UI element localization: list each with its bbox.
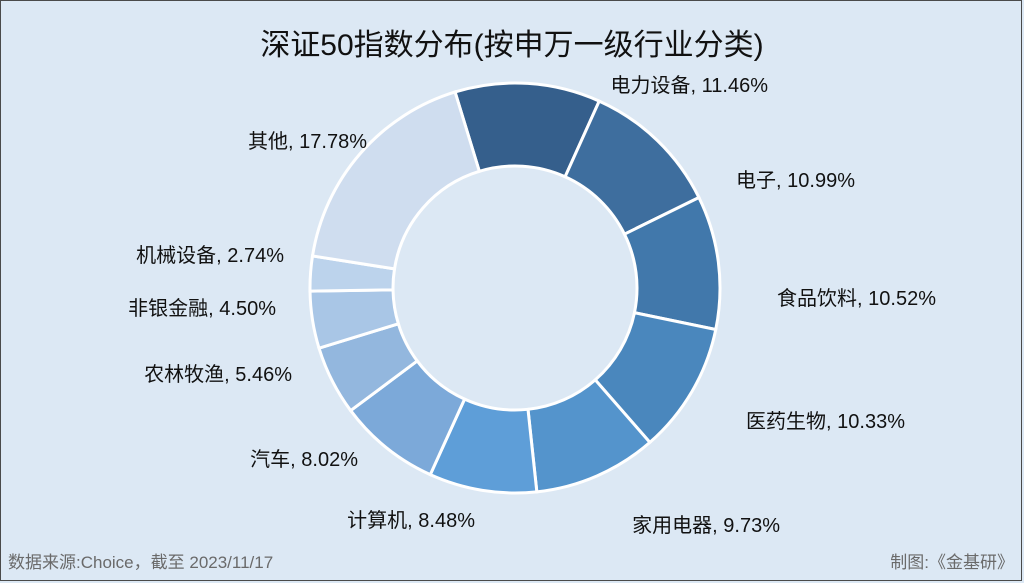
slice-label: 医药生物, 10.33% <box>746 410 905 433</box>
slice-label: 非银金融, 4.50% <box>128 297 276 320</box>
slice-labels: 电力设备, 11.46% 电子, 10.99% 食品饮料, 10.52% 医药生物, … <box>128 74 936 537</box>
slice-label: 计算机, 8.48% <box>347 509 475 532</box>
slice-label: 汽车, 8.02% <box>250 448 358 471</box>
slice-label: 农林牧渔, 5.46% <box>144 363 292 386</box>
slice-label: 电力设备, 11.46% <box>611 74 769 97</box>
slice-其他 <box>310 90 482 271</box>
donut-slices <box>308 81 722 495</box>
slice-label: 食品饮料, 10.52% <box>777 287 936 310</box>
slice-label: 电子, 10.99% <box>736 169 855 192</box>
slice-label: 家用电器, 9.73% <box>632 514 780 537</box>
credit-note: 制图:《金基研》 <box>890 553 1014 572</box>
slice-label: 机械设备, 2.74% <box>136 244 284 267</box>
chart-title: 深证50指数分布(按申万一级行业分类) <box>260 29 764 62</box>
source-note: 数据来源:Choice，截至 2023/11/17 <box>8 553 274 572</box>
slice-label: 其他, 17.78% <box>248 130 367 153</box>
